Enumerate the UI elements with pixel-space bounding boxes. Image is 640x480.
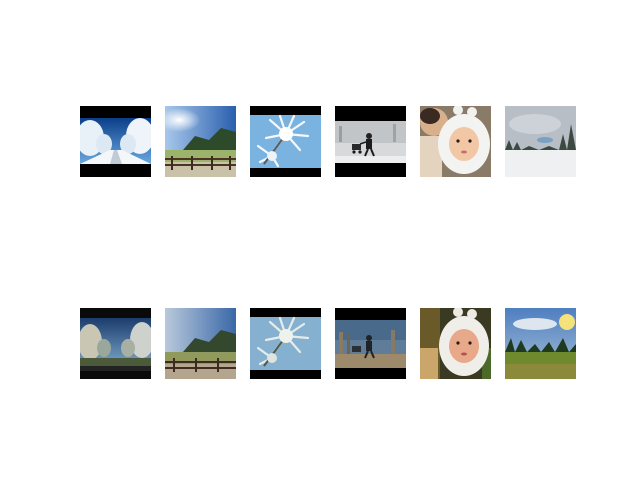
frosted-pine-branch-image bbox=[250, 106, 321, 177]
baby-in-white-hood-reconstruction-image bbox=[420, 308, 491, 379]
snowy-tree-road-image bbox=[80, 106, 151, 177]
snowy-tree-road-reconstruction-image bbox=[80, 308, 151, 379]
person-pushing-stroller-reconstruction-image bbox=[335, 308, 406, 379]
winter-meadow-fence-image bbox=[165, 106, 236, 177]
baby-in-white-hood-image bbox=[420, 106, 491, 177]
reconstructed-image-row bbox=[80, 308, 576, 379]
person-pushing-stroller-in-snow-image bbox=[335, 106, 406, 177]
frosted-pine-branch-reconstruction-image bbox=[250, 308, 321, 379]
original-image-row bbox=[80, 106, 576, 177]
winter-meadow-fence-reconstruction-image bbox=[165, 308, 236, 379]
sunny-meadow-reconstruction-image bbox=[505, 308, 576, 379]
snowy-field-treeline-image bbox=[505, 106, 576, 177]
